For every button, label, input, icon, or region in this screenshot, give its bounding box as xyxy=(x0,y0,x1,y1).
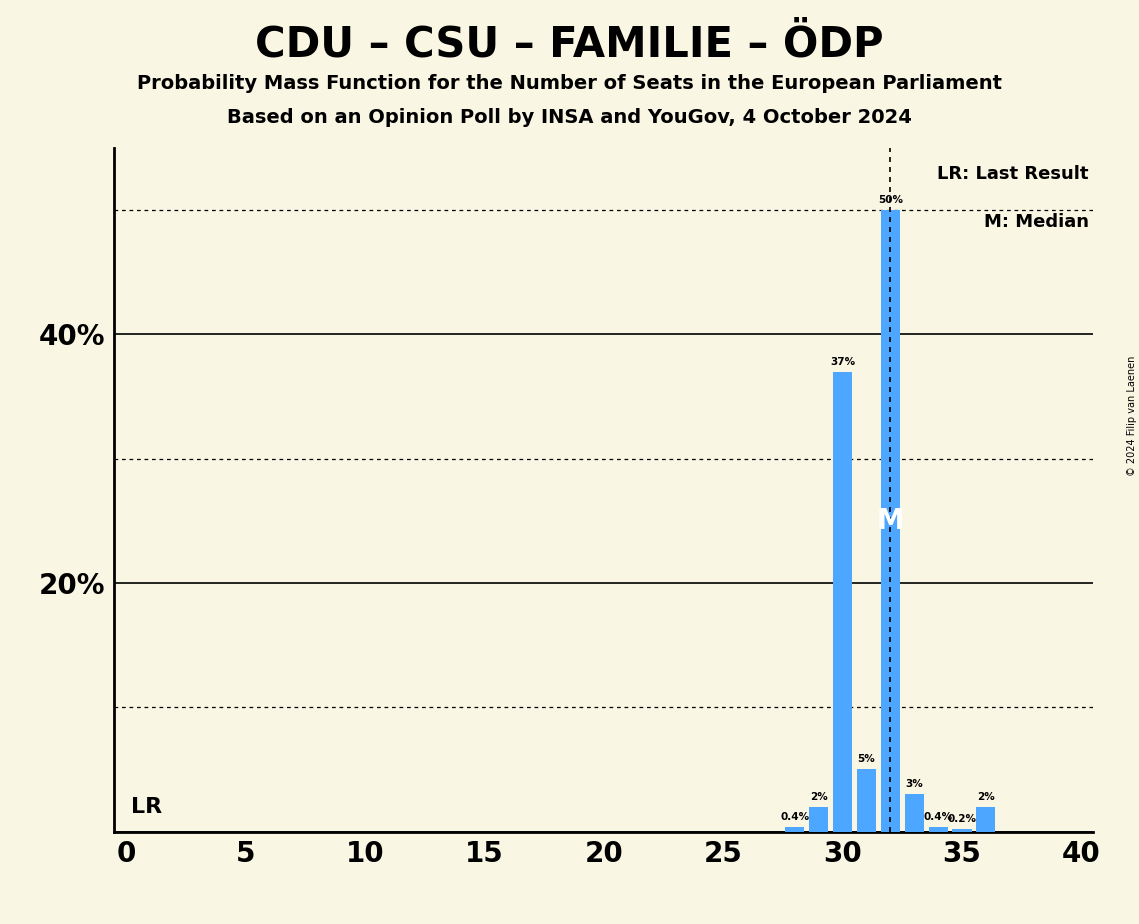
Bar xyxy=(976,807,995,832)
Bar xyxy=(904,795,924,832)
Text: LR: LR xyxy=(131,796,162,817)
Text: 2%: 2% xyxy=(810,792,828,802)
Text: M: M xyxy=(877,506,904,535)
Text: 3%: 3% xyxy=(906,779,923,789)
Bar xyxy=(857,770,876,832)
Text: LR: Last Result: LR: Last Result xyxy=(937,165,1089,183)
Text: 2%: 2% xyxy=(977,792,994,802)
Bar xyxy=(880,210,900,832)
Text: 0.4%: 0.4% xyxy=(780,811,810,821)
Text: 50%: 50% xyxy=(878,195,903,205)
Text: © 2024 Filip van Laenen: © 2024 Filip van Laenen xyxy=(1126,356,1137,476)
Bar xyxy=(809,807,828,832)
Text: 0.2%: 0.2% xyxy=(948,814,976,824)
Text: Probability Mass Function for the Number of Seats in the European Parliament: Probability Mass Function for the Number… xyxy=(137,74,1002,93)
Bar xyxy=(833,371,852,832)
Bar xyxy=(952,829,972,832)
Text: M: Median: M: Median xyxy=(984,213,1089,231)
Text: Based on an Opinion Poll by INSA and YouGov, 4 October 2024: Based on an Opinion Poll by INSA and You… xyxy=(227,108,912,128)
Text: 5%: 5% xyxy=(858,755,876,764)
Text: CDU – CSU – FAMILIE – ÖDP: CDU – CSU – FAMILIE – ÖDP xyxy=(255,23,884,65)
Text: 0.4%: 0.4% xyxy=(924,811,952,821)
Bar xyxy=(785,827,804,832)
Bar xyxy=(928,827,948,832)
Text: 37%: 37% xyxy=(830,357,855,367)
